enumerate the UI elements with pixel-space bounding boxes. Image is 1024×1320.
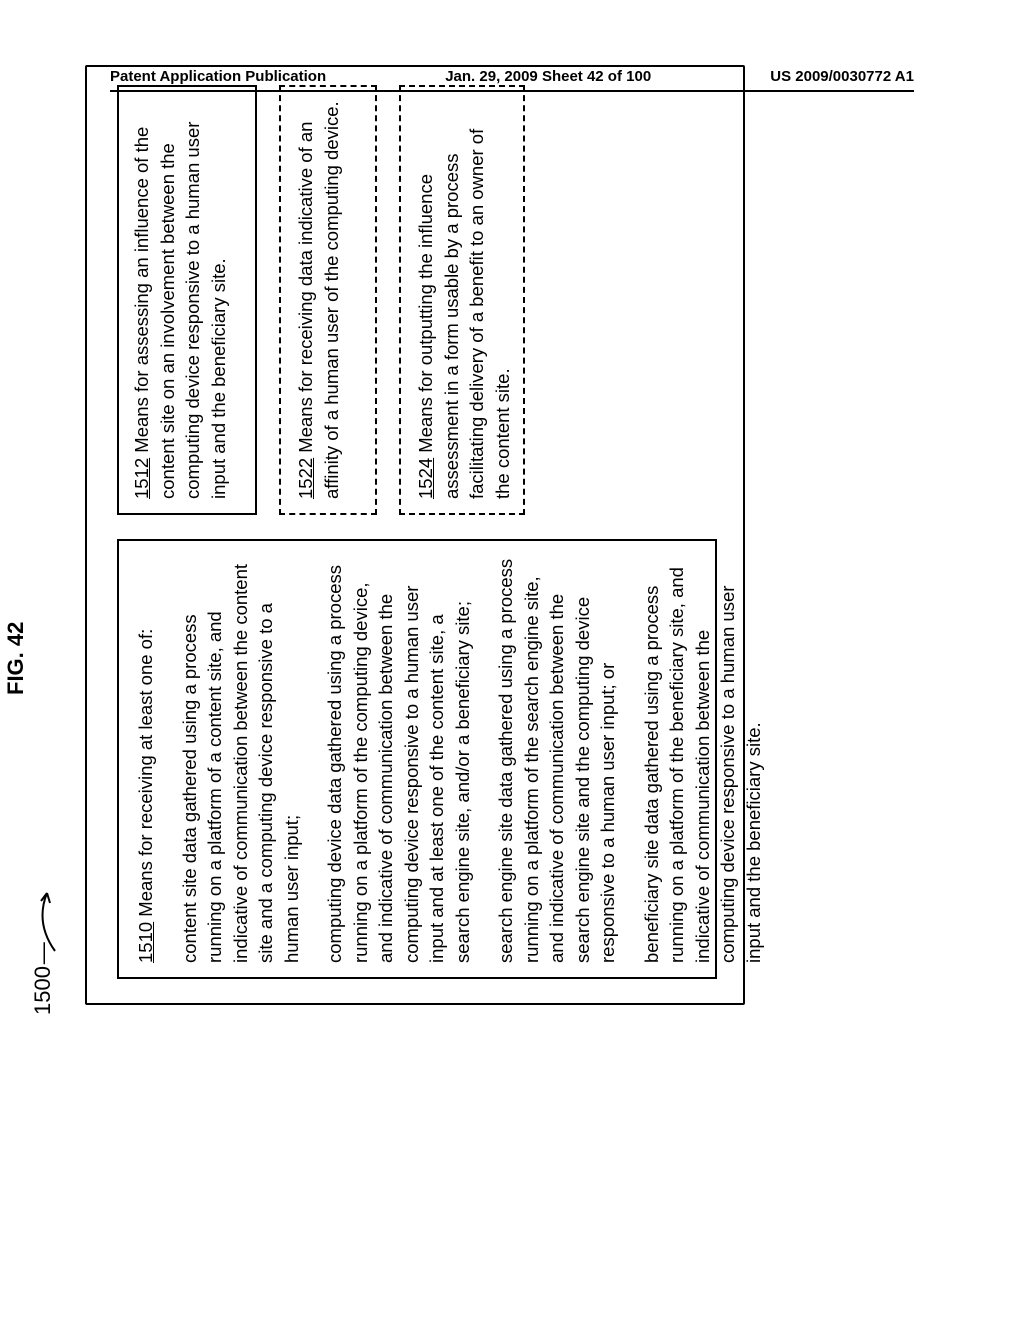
box-1510-p2: computing device data gathered using a p… — [322, 555, 475, 963]
box-1510-lead: 1510 Means for receiving at least one of… — [133, 555, 159, 963]
box-1522: 1522 Means for receiving data indicative… — [279, 85, 377, 515]
box-1510: 1510 Means for receiving at least one of… — [117, 539, 717, 979]
box-1510-p4: beneficiary site data gathered using a p… — [639, 555, 767, 963]
header-right: US 2009/0030772 A1 — [770, 68, 914, 85]
box-1524: 1524 Means for outputting the influence … — [399, 85, 525, 515]
box-1522-text: Means for receiving data indicative of a… — [295, 101, 342, 499]
figure-ref-arrow-icon — [35, 883, 65, 953]
box-1512-ref: 1512 — [131, 458, 152, 499]
outer-box: 1510 Means for receiving at least one of… — [85, 65, 745, 1005]
box-1512-text: Means for assessing an influence of the … — [131, 122, 229, 499]
figure-label: FIG. 42 — [3, 622, 29, 695]
box-1524-text: Means for outputting the influence asses… — [415, 129, 513, 499]
box-1510-p3: search engine site data gathered using a… — [493, 555, 621, 963]
page: Patent Application Publication Jan. 29, … — [0, 0, 1024, 1320]
figure-ref-num: 1500 — — [30, 942, 56, 1015]
figure: FIG. 42 1500 — 1510 Means for receiving … — [85, 325, 1015, 1005]
box-1512: 1512 Means for assessing an influence of… — [117, 85, 257, 515]
box-1522-ref: 1522 — [295, 458, 316, 499]
box-1510-p1: content site data gathered using a proce… — [177, 555, 305, 963]
box-1524-ref: 1524 — [415, 458, 436, 499]
